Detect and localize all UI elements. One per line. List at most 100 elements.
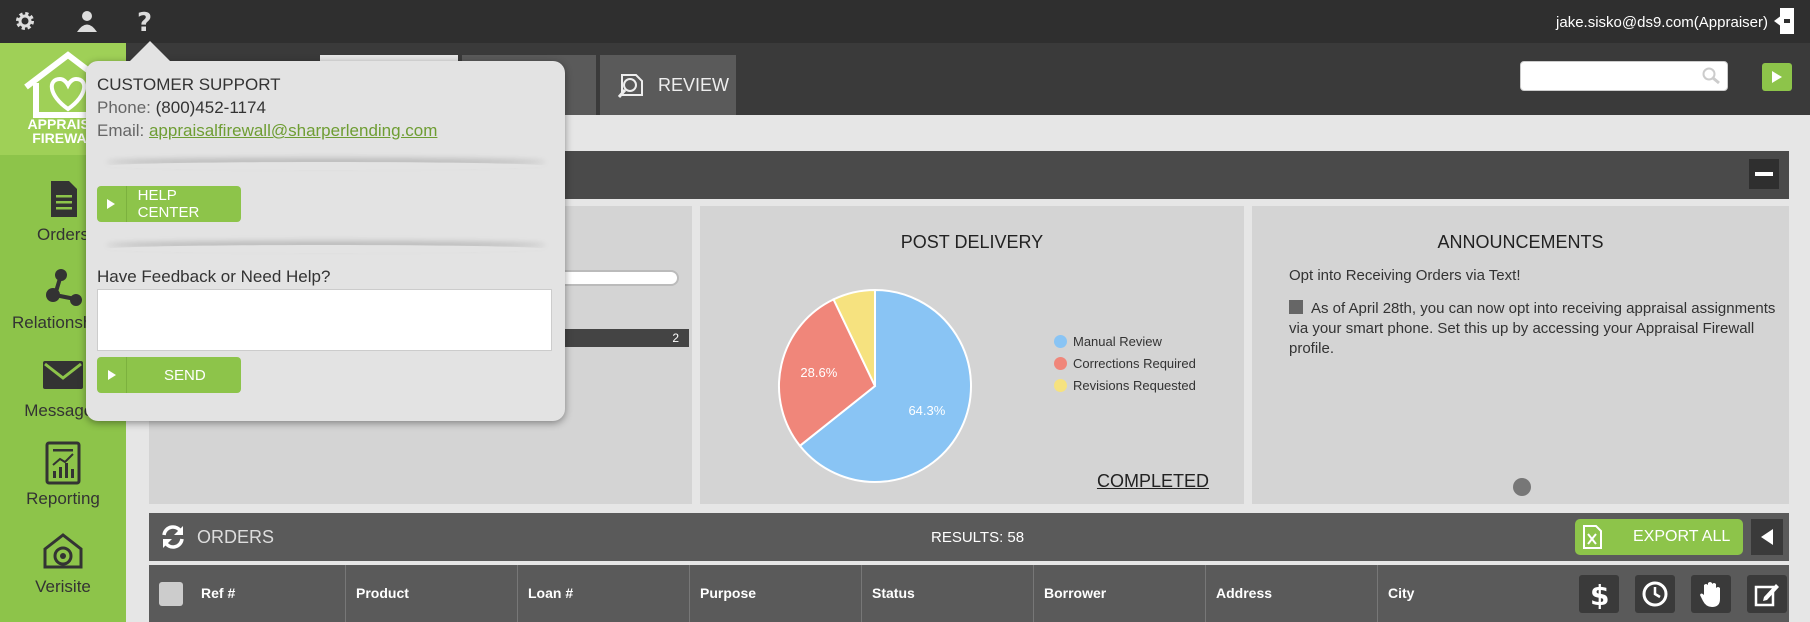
column-borrower[interactable]: Borrower	[1033, 565, 1205, 622]
column-product[interactable]: Product	[345, 565, 517, 622]
review-icon	[617, 74, 643, 98]
svg-text:?: ?	[137, 8, 152, 35]
sidebar-item-label: Orders	[37, 225, 89, 244]
legend-item-revisions-requested[interactable]: Revisions Requested	[1054, 378, 1196, 393]
legend-item-corrections-required[interactable]: Corrections Required	[1054, 356, 1196, 371]
envelope-icon	[43, 361, 83, 389]
column-loan[interactable]: Loan #	[517, 565, 689, 622]
sidebar-item-messages[interactable]: Messages	[0, 347, 126, 433]
pie-slice-manual-review[interactable]	[798, 288, 972, 483]
announcements-title: ANNOUNCEMENTS	[1437, 232, 1604, 252]
send-button[interactable]: SEND	[97, 357, 241, 393]
column-label: Address	[1216, 585, 1273, 601]
legend-dot	[1054, 335, 1067, 348]
email-link[interactable]: appraisalfirewall@sharperlending.com	[148, 121, 438, 140]
phone-value: (800)452-1174	[155, 98, 266, 117]
legend-label: Revisions Requested	[1073, 378, 1196, 393]
send-label: SEND	[164, 366, 206, 384]
sidebar-item-label: Reporting	[26, 489, 100, 508]
completed-link[interactable]: COMPLETED	[1096, 471, 1209, 491]
clock-icon[interactable]	[1635, 575, 1675, 613]
post-delivery-card: POST DELIVERY 64.3% 28.6% Manual Review C…	[700, 206, 1244, 504]
legend-item-manual-review[interactable]: Manual Review	[1054, 334, 1162, 349]
column-label: Status	[872, 585, 915, 601]
count-value: 2	[672, 331, 679, 345]
help-center-button[interactable]: HELP CENTER	[97, 186, 241, 222]
bullet-icon	[1289, 300, 1303, 314]
report-icon	[45, 441, 81, 485]
results-count: RESULTS: 58	[931, 529, 1025, 546]
refresh-icon[interactable]	[159, 523, 187, 551]
gear-icon[interactable]	[10, 6, 40, 36]
support-heading: CUSTOMER SUPPORT	[97, 75, 281, 94]
orders-header: ORDERS RESULTS: 58 EXPORT ALL	[149, 513, 1789, 561]
divider	[106, 245, 546, 253]
minus-icon	[1755, 172, 1773, 176]
minimize-button[interactable]	[1749, 159, 1779, 189]
orders-table-header: Ref # Product Loan # Purpose Status Borr…	[149, 565, 1789, 622]
column-label: Loan #	[528, 585, 574, 601]
search-icon[interactable]	[1701, 67, 1721, 90]
announcement-heading: Opt into Receiving Orders via Text!	[1289, 267, 1521, 284]
export-label: EXPORT ALL	[1633, 528, 1731, 545]
sidebar-item-orders[interactable]: Orders	[0, 171, 126, 257]
pie-data-label: 28.6%	[800, 365, 837, 380]
post-delivery-title: POST DELIVERY	[900, 232, 1044, 252]
column-label: City	[1388, 585, 1415, 601]
search-input[interactable]	[1520, 61, 1728, 91]
document-icon	[51, 181, 77, 217]
search-field[interactable]	[1521, 62, 1691, 90]
pie-chart[interactable]: 64.3% 28.6%	[775, 286, 975, 486]
play-icon	[107, 199, 116, 209]
column-city[interactable]: City	[1377, 565, 1549, 622]
user-icon[interactable]	[72, 6, 102, 36]
help-center-label: HELP CENTER	[137, 187, 200, 221]
sidebar-item-verisite[interactable]: Verisite	[0, 523, 126, 609]
column-address[interactable]: Address	[1205, 565, 1377, 622]
sidebar-item-label: Verisite	[35, 577, 91, 596]
legend-label: Corrections Required	[1073, 356, 1196, 371]
column-purpose[interactable]: Purpose	[689, 565, 861, 622]
hand-icon[interactable]	[1691, 575, 1731, 613]
support-email: Email: appraisalfirewall@sharperlending.…	[97, 121, 437, 141]
excel-icon	[1583, 525, 1602, 549]
column-label: Ref #	[201, 585, 236, 601]
collapse-button[interactable]	[1751, 519, 1783, 555]
sidebar-item-label: Messages	[24, 401, 102, 420]
export-all-button[interactable]: EXPORT ALL	[1575, 519, 1743, 555]
legend-dot	[1054, 379, 1067, 392]
pie-slice-revisions-requested[interactable]	[832, 288, 876, 387]
orders-title: ORDERS	[197, 527, 275, 547]
support-phone: Phone: (800)452-1174	[97, 98, 266, 118]
phone-label: Phone:	[97, 98, 151, 117]
column-label: Product	[356, 585, 409, 601]
edit-icon[interactable]	[1747, 575, 1787, 613]
camera-icon	[43, 533, 83, 569]
exit-icon[interactable]	[1772, 6, 1800, 36]
customer-support-popup: CUSTOMER SUPPORT Phone: (800)452-1174 Em…	[86, 41, 565, 421]
legend-label: Manual Review	[1073, 334, 1162, 349]
user-email[interactable]: jake.sisko@ds9.com(Appraiser)	[1556, 14, 1768, 31]
divider	[106, 162, 546, 170]
help-icon[interactable]: ?	[130, 6, 160, 36]
dollar-icon[interactable]: $	[1579, 575, 1619, 613]
search-go-button[interactable]	[1762, 63, 1792, 91]
column-ref[interactable]: Ref #	[169, 565, 341, 622]
announcement-body: As of April 28th, you can now opt into r…	[1289, 299, 1779, 359]
carousel-dot[interactable]	[1513, 478, 1531, 496]
play-icon	[107, 370, 116, 380]
logo-text-2: FIREWALL	[32, 130, 104, 146]
column-label: Purpose	[700, 585, 757, 601]
top-bar: ? jake.sisko@ds9.com(Appraiser)	[0, 0, 1810, 43]
announcement-text: As of April 28th, you can now opt into r…	[1289, 300, 1776, 357]
feedback-textarea[interactable]	[97, 289, 552, 351]
play-icon	[1772, 71, 1782, 83]
legend-dot	[1054, 357, 1067, 370]
feedback-label: Have Feedback or Need Help?	[97, 267, 331, 286]
column-status[interactable]: Status	[861, 565, 1033, 622]
pie-data-label: 64.3%	[908, 403, 945, 418]
email-label: Email:	[97, 121, 145, 140]
sidebar-item-reporting[interactable]: Reporting	[0, 435, 126, 521]
select-all-checkbox[interactable]	[159, 582, 183, 606]
tab-review[interactable]: REVIEW	[600, 55, 736, 115]
